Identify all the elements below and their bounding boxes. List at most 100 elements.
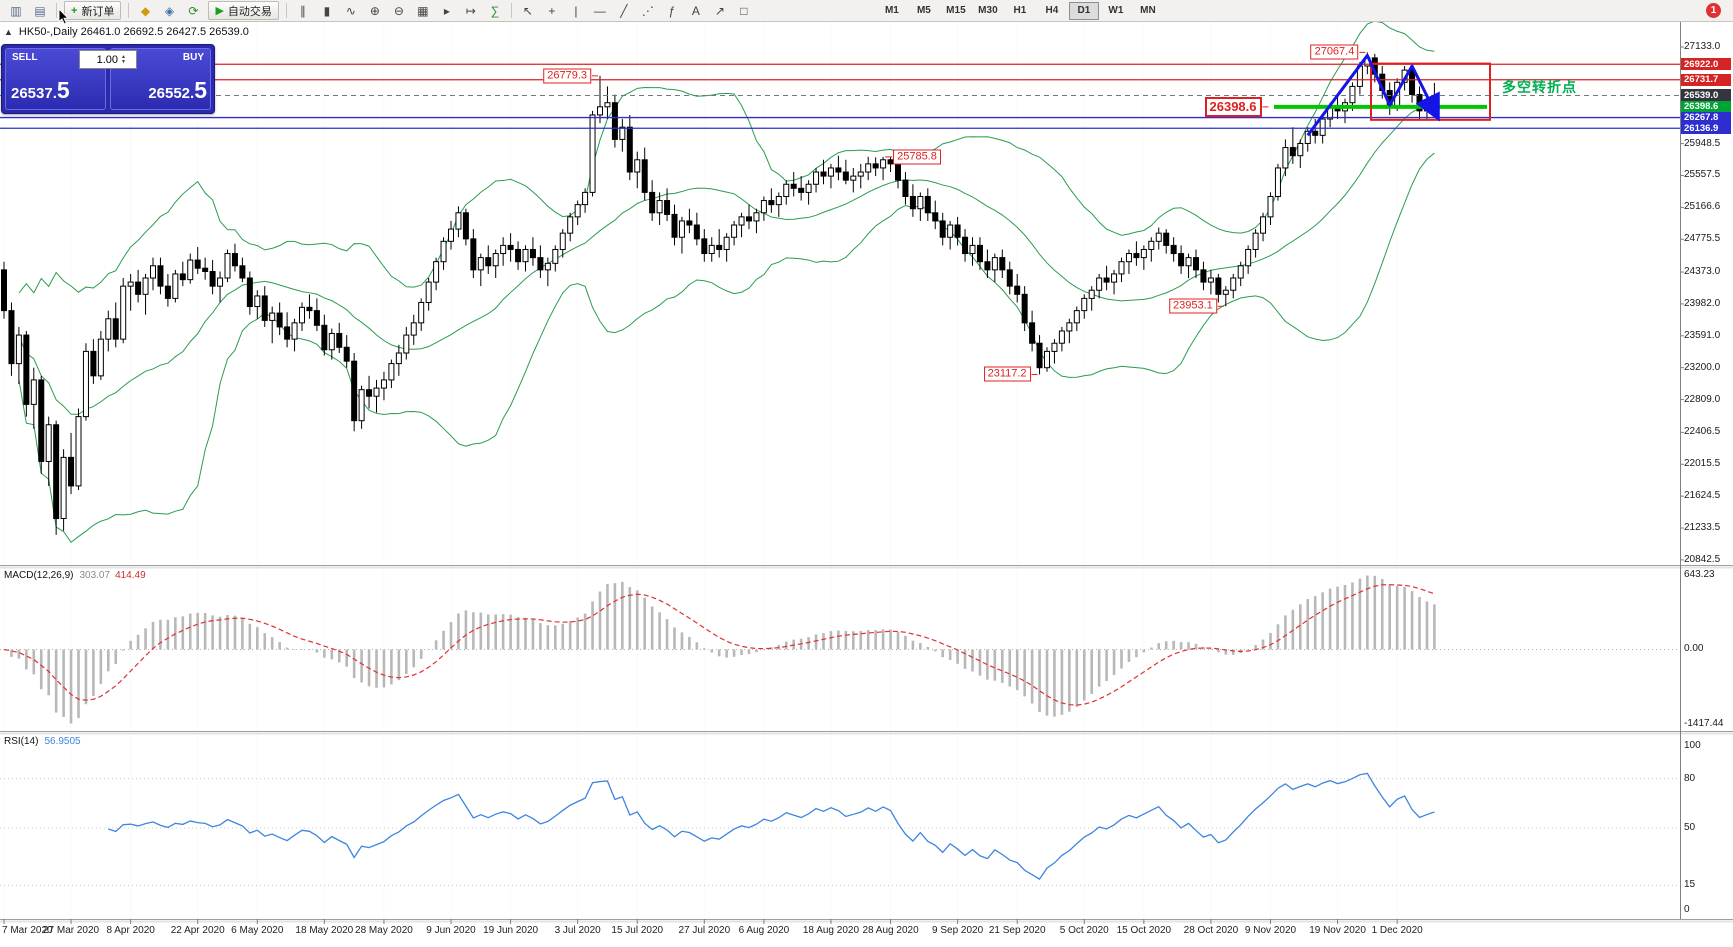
price-axis-label: 25948.5 <box>1684 137 1721 149</box>
macd-histogram-bar <box>1261 639 1265 650</box>
macd-histogram-bar <box>375 649 378 688</box>
navigator-icon[interactable]: ◈ <box>164 3 175 18</box>
macd-histogram-bar <box>1403 586 1406 650</box>
candle-body <box>1088 289 1095 299</box>
candle-body <box>75 416 82 487</box>
candlestick-chart-icon[interactable]: ▮ <box>323 3 331 18</box>
mouse-cursor <box>58 9 70 25</box>
candle-body <box>887 159 894 165</box>
candle-body <box>634 159 641 173</box>
sell-button[interactable]: SELL 26537.5 <box>5 48 106 110</box>
date-label: 27 Mar 2020 <box>42 925 100 936</box>
macd-histogram-bar <box>635 590 639 650</box>
timeframe-button-w1[interactable]: W1 <box>1108 5 1124 16</box>
macd-histogram-bar <box>844 631 848 650</box>
bollinger-middle-band <box>18 101 1435 415</box>
text-tool-icon[interactable]: A <box>691 3 700 18</box>
chart-info-line: ▲ HK50-,Daily 26461.0 26692.5 26427.5 26… <box>4 26 249 38</box>
candle-body <box>947 224 954 238</box>
macd-histogram-bar <box>1008 649 1012 687</box>
chart-profiles-icon[interactable]: ▤ <box>34 3 46 18</box>
new-chart-icon[interactable]: ▥ <box>10 3 22 18</box>
one-click-trading-panel: SELL 26537.5 BUY 26552.5 ▲ ▼ <box>1 44 215 114</box>
market-watch-icon[interactable]: ◆ <box>140 3 151 18</box>
shapes-icon[interactable]: □ <box>740 3 748 18</box>
line-chart-icon[interactable]: ∿ <box>345 3 356 18</box>
autotrading-button[interactable]: ▶ 自动交易 <box>208 1 279 20</box>
macd-histogram-bar <box>211 615 214 650</box>
volume-down-icon[interactable]: ▼ <box>121 58 126 65</box>
macd-histogram-bar <box>449 622 453 650</box>
candle-body <box>470 238 477 271</box>
candle-body <box>1066 322 1073 332</box>
macd-histogram-bar <box>1135 649 1138 658</box>
crosshair-icon[interactable]: + <box>548 3 556 18</box>
cursor-icon[interactable]: ↖ <box>522 3 533 18</box>
macd-histogram-bar <box>10 649 13 657</box>
candle-body <box>693 224 700 240</box>
macd-histogram-bar <box>427 649 430 650</box>
trendline-icon[interactable]: ╱ <box>620 3 628 18</box>
timeframe-button-m5[interactable]: M5 <box>916 5 931 16</box>
macd-histogram-bar <box>151 621 155 650</box>
candle-body <box>477 257 484 271</box>
macd-histogram-bar <box>47 649 50 696</box>
macd-histogram-bar <box>1090 649 1093 694</box>
timeframe-button-h4[interactable]: H4 <box>1045 5 1059 16</box>
volume-input[interactable] <box>80 53 118 66</box>
zoom-out-icon[interactable]: ⊖ <box>393 3 404 18</box>
candle-body <box>604 102 611 108</box>
candle-body <box>1096 277 1103 291</box>
fibonacci-icon[interactable]: ƒ <box>668 3 676 18</box>
horizontal-line-icon[interactable]: ― <box>593 3 606 18</box>
macd-signal-line <box>3 584 1435 706</box>
macd-histogram-bar <box>1217 649 1220 653</box>
annotation-label: 26398.6 <box>1204 96 1262 117</box>
candle-body <box>440 240 447 263</box>
new-order-button[interactable]: + 新订单 <box>64 1 122 20</box>
candle-body <box>343 346 350 362</box>
arrow-tool-icon[interactable]: ↗ <box>714 3 725 18</box>
trend-zigzag-arrow[interactable] <box>1306 53 1440 137</box>
candle-body <box>306 306 313 312</box>
refresh-icon[interactable]: ⟳ <box>188 3 199 18</box>
indicators-icon[interactable]: ∑ <box>490 3 500 18</box>
buy-button[interactable]: BUY 26552.5 <box>110 48 211 110</box>
channel-icon[interactable]: ⋰ <box>641 3 654 18</box>
timeframe-button-m30[interactable]: M30 <box>978 5 998 16</box>
timeframe-button-mn[interactable]: MN <box>1140 5 1156 16</box>
chart-shift-icon[interactable]: ↦ <box>465 3 476 18</box>
timeframe-button-m1[interactable]: M1 <box>884 5 899 16</box>
candle-body <box>448 228 454 242</box>
candle-body <box>1207 277 1214 283</box>
candle-body <box>358 389 365 422</box>
oct-collapse-icon[interactable]: ▲ <box>4 27 13 37</box>
bar-chart-icon[interactable]: ∥ <box>299 3 306 18</box>
candle-body <box>731 224 738 238</box>
volume-up-icon[interactable]: ▲ <box>121 53 126 60</box>
candle-body <box>991 257 998 271</box>
auto-scroll-icon[interactable]: ▸ <box>443 3 450 18</box>
macd-histogram-bar <box>1127 649 1131 662</box>
candle-body <box>105 318 112 340</box>
candle-body <box>45 424 52 462</box>
timeframe-button-d1[interactable]: D1 <box>1068 1 1099 20</box>
vertical-line-icon[interactable]: | <box>574 3 578 18</box>
notification-badge[interactable]: 1 <box>1706 3 1721 18</box>
date-label: 7 Mar 2020 <box>2 925 53 936</box>
tile-windows-icon[interactable]: ▦ <box>417 3 429 18</box>
macd-histogram-bar <box>1231 649 1235 655</box>
timeframe-button-h1[interactable]: H1 <box>1013 5 1027 16</box>
candle-body <box>1193 257 1199 271</box>
candle-body <box>626 126 633 173</box>
price-tag: 26136.9 <box>1681 122 1731 135</box>
macd-histogram-bar <box>248 623 252 650</box>
candle-body <box>597 106 603 116</box>
date-label: 28 May 2020 <box>355 925 413 936</box>
candle-body <box>1274 167 1281 197</box>
macd-histogram-bar <box>859 631 863 650</box>
macd-histogram-bar <box>1328 588 1332 650</box>
date-label: 18 Aug 2020 <box>802 925 860 936</box>
zoom-in-icon[interactable]: ⊕ <box>369 3 380 18</box>
timeframe-button-m15[interactable]: M15 <box>946 5 966 16</box>
